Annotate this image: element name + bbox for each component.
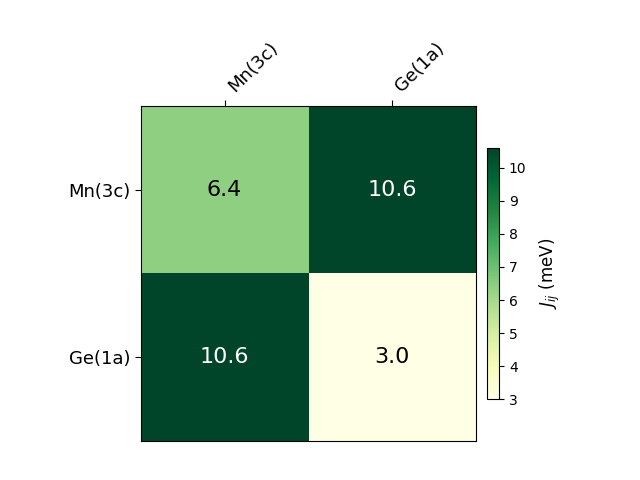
- Text: 3.0: 3.0: [374, 348, 410, 367]
- Y-axis label: $J_{ij}$ (meV): $J_{ij}$ (meV): [538, 238, 562, 309]
- Text: 10.6: 10.6: [367, 180, 417, 200]
- Text: 10.6: 10.6: [200, 348, 250, 367]
- Text: 6.4: 6.4: [207, 180, 242, 200]
